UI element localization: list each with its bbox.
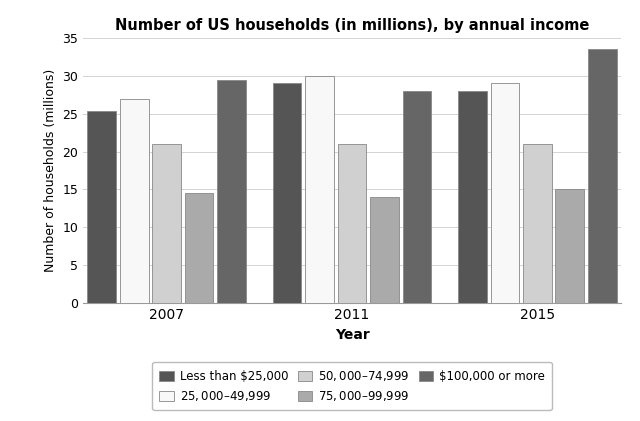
Bar bbox=[588, 49, 616, 303]
Bar bbox=[556, 189, 584, 303]
X-axis label: Year: Year bbox=[335, 328, 369, 341]
Bar bbox=[370, 197, 399, 303]
Bar bbox=[185, 193, 213, 303]
Bar bbox=[523, 144, 552, 303]
Bar bbox=[458, 91, 487, 303]
Bar bbox=[88, 112, 116, 303]
Bar bbox=[120, 99, 148, 303]
Bar bbox=[305, 76, 334, 303]
Bar bbox=[338, 144, 366, 303]
Bar bbox=[217, 80, 246, 303]
Y-axis label: Number of households (millions): Number of households (millions) bbox=[44, 69, 57, 272]
Title: Number of US households (in millions), by annual income: Number of US households (in millions), b… bbox=[115, 18, 589, 32]
Bar bbox=[403, 91, 431, 303]
Bar bbox=[152, 144, 181, 303]
Bar bbox=[491, 83, 519, 303]
Bar bbox=[273, 83, 301, 303]
Legend: Less than $25,000, $25,000–$49,999, $50,000–$74,999, $75,000–$99,999, $100,000 o: Less than $25,000, $25,000–$49,999, $50,… bbox=[152, 362, 552, 410]
